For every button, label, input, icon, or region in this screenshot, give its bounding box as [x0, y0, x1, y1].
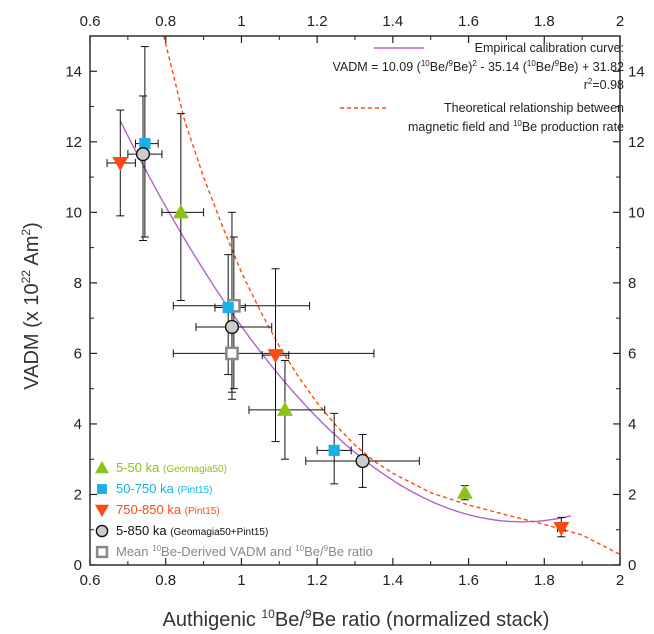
plot-frame [89, 35, 621, 566]
y-tick-label-left: 12 [65, 134, 82, 151]
y-tick-label-right: 6 [628, 345, 636, 362]
x-tick-label-bottom: 1.8 [534, 572, 555, 589]
marker-triangle-up [456, 484, 473, 499]
x-tick-label-bottom: 0.8 [155, 572, 176, 589]
legend: 5-50 ka (Geomagia50) 50-750 ka (Pint15) 75… [95, 460, 373, 559]
x-axis-title: Authigenic 10Be/9Be ratio (normalized st… [163, 607, 550, 631]
legend-marker-circle [95, 524, 109, 538]
x-tick-label-top: 1.8 [534, 13, 555, 30]
marker-circle [135, 147, 151, 162]
marker-triangle-up [276, 401, 293, 416]
x-tick-label-top: 1.6 [458, 13, 479, 30]
data-markers [112, 137, 570, 536]
x-tick-label-bottom: 1.6 [458, 572, 479, 589]
theoretical-curve [163, 35, 621, 556]
legend-label: 750-850 ka (Pint15) [116, 502, 220, 517]
marker-triangle-down [553, 521, 570, 536]
legend-marker-triangle-up [95, 461, 109, 474]
empirical-curve-annotation: Empirical calibration curve: VADM = 10.0… [332, 41, 624, 92]
y-tick-label-left: 14 [65, 63, 82, 80]
legend-label: 50-750 ka (Pint15) [116, 481, 212, 496]
x-tick-label-top: 0.8 [155, 13, 176, 30]
legend-marker-square [97, 484, 107, 494]
marker-circle [355, 453, 370, 469]
marker-square [222, 301, 234, 314]
legend-label: 5-850 ka (Geomagia50+Pint15) [116, 523, 268, 538]
legend-marker-triangle-down [95, 504, 109, 517]
y-tick-label-right: 10 [628, 204, 645, 221]
x-tick-label-bottom: 0.6 [80, 572, 101, 589]
marker-triangle-up [172, 204, 189, 219]
marker-triangle-down [112, 156, 129, 171]
empirical-r2: r2=0.98 [584, 77, 624, 92]
x-tick-label-bottom: 2 [616, 572, 624, 589]
x-tick-label-bottom: 1 [237, 572, 245, 589]
marker-square [139, 137, 151, 150]
x-tick-label-top: 1.4 [382, 13, 403, 30]
empirical-equation: VADM = 10.09 (10Be/9Be)2 - 35.14 (10Be/9… [332, 59, 624, 74]
x-tick-label-top: 2 [616, 13, 624, 30]
empirical-curve [119, 120, 571, 523]
legend-label-mean: Mean 10Be-Derived VADM and 10Be/9Be rati… [116, 544, 373, 559]
y-tick-label-right: 8 [628, 275, 636, 292]
theoretical-curve-annotation: Theoretical relationship between magneti… [340, 101, 624, 134]
curves [119, 35, 621, 556]
y-tick-label-right: 4 [628, 416, 636, 433]
y-tick-label-right: 12 [628, 134, 645, 151]
y-tick-label-right: 0 [628, 557, 636, 574]
marker-circle [224, 319, 240, 335]
legend-marker-square-hollow [95, 545, 109, 559]
theoretical-line-2: magnetic field and 10Be production rate [408, 119, 624, 134]
y-tick-label-left: 10 [65, 204, 82, 221]
empirical-title: Empirical calibration curve: [475, 41, 624, 55]
x-tick-label-bottom: 1.2 [307, 572, 328, 589]
marker-square-hollow [225, 346, 239, 361]
x-tick-label-top: 1.2 [307, 13, 328, 30]
tick-labels: 0.6 0.6 0.8 0.8 1 1 1.2 1.2 1.4 1.4 1.6 1.6 1.8 1.8 2 2… [65, 13, 644, 589]
marker-square [328, 444, 340, 456]
y-tick-label-left: 4 [74, 416, 82, 433]
y-tick-label-left: 6 [74, 345, 82, 362]
y-axis-title: VADM (x 1022 Am2) [19, 222, 43, 390]
y-tick-label-left: 0 [74, 557, 82, 574]
marker-triangle-down [267, 349, 284, 364]
y-tick-label-right: 14 [628, 63, 645, 80]
x-tick-label-top: 0.6 [80, 13, 101, 30]
x-tick-label-top: 1 [237, 13, 245, 30]
legend-label: 5-50 ka (Geomagia50) [116, 460, 227, 475]
theoretical-line-1: Theoretical relationship between [444, 101, 624, 115]
y-tick-label-right: 2 [628, 486, 636, 503]
y-tick-label-left: 8 [74, 275, 82, 292]
x-tick-label-bottom: 1.4 [382, 572, 403, 589]
y-tick-label-left: 2 [74, 486, 82, 503]
